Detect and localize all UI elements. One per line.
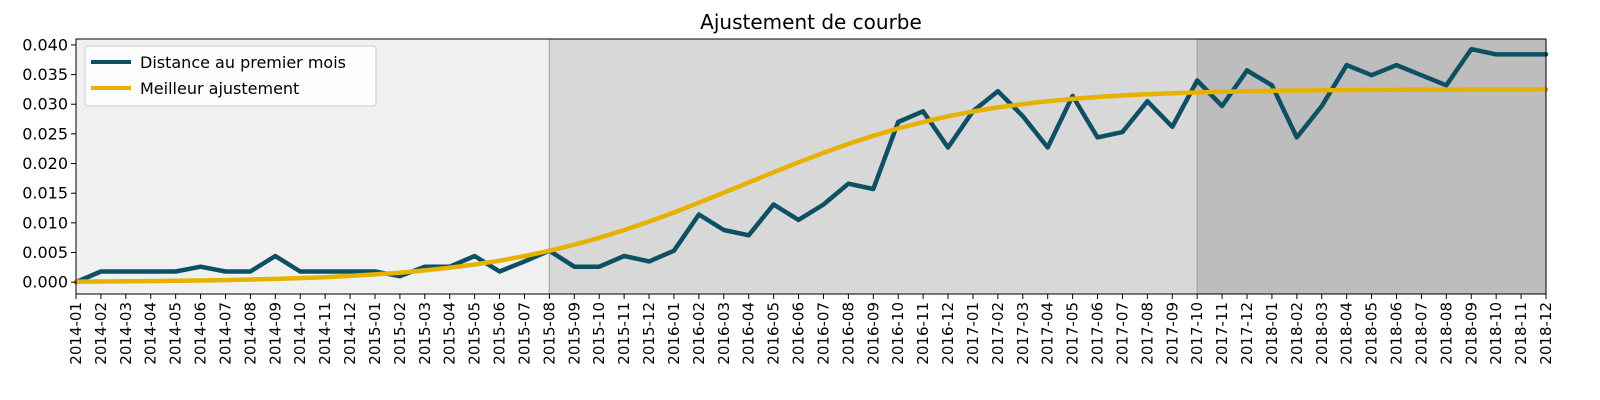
xtick-label: 2015-08 — [540, 302, 558, 365]
xtick-label: 2014-02 — [92, 302, 110, 365]
ytick-label: 0.020 — [22, 154, 68, 173]
xtick-label: 2014-10 — [291, 302, 309, 365]
xtick-label: 2018-02 — [1288, 302, 1306, 365]
xtick-label: 2016-11 — [914, 302, 932, 365]
ytick-label: 0.015 — [22, 184, 68, 203]
xtick-label: 2017-05 — [1064, 302, 1082, 365]
ytick-label: 0.000 — [22, 273, 68, 292]
legend-label-distance: Distance au premier mois — [140, 53, 346, 72]
xtick-label: 2015-07 — [515, 302, 533, 365]
xtick-label: 2018-09 — [1462, 302, 1480, 365]
xtick-label: 2016-03 — [715, 302, 733, 365]
xtick-label: 2015-01 — [366, 302, 384, 365]
xtick-label: 2015-03 — [416, 302, 434, 365]
xtick-label: 2015-05 — [466, 302, 484, 365]
xtick-label: 2017-02 — [989, 302, 1007, 365]
xtick-label: 2018-05 — [1363, 302, 1381, 365]
xtick-label: 2017-10 — [1188, 302, 1206, 365]
xtick-label: 2017-11 — [1213, 302, 1231, 365]
ytick-label: 0.040 — [22, 35, 68, 54]
xtick-label: 2015-09 — [565, 302, 583, 365]
legend: Distance au premier mois Meilleur ajuste… — [84, 45, 377, 107]
series-lines — [73, 46, 1549, 285]
xtick-label: 2014-06 — [192, 302, 210, 365]
xtick-label: 2016-05 — [765, 302, 783, 365]
xtick-label: 2017-12 — [1238, 302, 1256, 365]
xtick-label: 2016-01 — [665, 302, 683, 365]
y-axis: 0.000 0.005 0.010 0.015 0.020 0.025 0.030 0.035… — [22, 35, 76, 292]
x-axis: 2014-01 2014-02 2014-03 2014-04 2014-05 2014-… — [67, 294, 1555, 365]
xtick-label: 2017-04 — [1039, 302, 1057, 365]
xtick-label: 2017-03 — [1014, 302, 1032, 365]
shaded-region-3 — [1197, 39, 1546, 294]
xtick-label: 2015-10 — [590, 302, 608, 365]
xtick-label: 2017-09 — [1163, 302, 1181, 365]
xtick-label: 2016-10 — [889, 302, 907, 365]
series-line-best-fit — [73, 87, 1549, 284]
ytick-label: 0.030 — [22, 95, 68, 114]
xtick-label: 2016-08 — [839, 302, 857, 365]
xtick-label: 2016-12 — [939, 302, 957, 365]
xtick-label: 2015-02 — [391, 302, 409, 365]
ytick-label: 0.010 — [22, 213, 68, 232]
ytick-label: 0.035 — [22, 65, 68, 84]
legend-box — [84, 45, 377, 107]
xtick-label: 2014-05 — [167, 302, 185, 365]
xtick-label: 2014-01 — [67, 302, 85, 365]
xtick-label: 2016-04 — [740, 302, 758, 365]
xtick-label: 2015-11 — [615, 302, 633, 365]
xtick-label: 2015-12 — [640, 302, 658, 365]
xtick-label: 2018-12 — [1537, 302, 1555, 365]
shaded-region-2 — [549, 39, 1198, 294]
xtick-label: 2015-04 — [441, 302, 459, 365]
xtick-label: 2017-08 — [1138, 302, 1156, 365]
xtick-label: 2016-07 — [814, 302, 832, 365]
plot-frame — [75, 38, 1547, 295]
xtick-label: 2018-08 — [1437, 302, 1455, 365]
xtick-label: 2018-03 — [1313, 302, 1331, 365]
xtick-label: 2014-07 — [216, 302, 234, 365]
xtick-label: 2014-08 — [241, 302, 259, 365]
xtick-label: 2018-06 — [1388, 302, 1406, 365]
ytick-label: 0.025 — [22, 124, 68, 143]
ytick-label: 0.005 — [22, 243, 68, 262]
xtick-label: 2014-09 — [266, 302, 284, 365]
xtick-label: 2015-06 — [491, 302, 509, 365]
xtick-label: 2018-01 — [1263, 302, 1281, 365]
xtick-label: 2018-10 — [1487, 302, 1505, 365]
xtick-label: 2016-09 — [864, 302, 882, 365]
xtick-label: 2014-11 — [316, 302, 334, 365]
chart-title: Ajustement de courbe — [700, 10, 922, 34]
series-line-distance — [73, 46, 1549, 285]
xtick-label: 2016-02 — [690, 302, 708, 365]
xtick-label: 2014-04 — [142, 302, 160, 365]
xtick-label: 2014-12 — [341, 302, 359, 365]
legend-label-best-fit: Meilleur ajustement — [140, 79, 299, 98]
xtick-label: 2018-11 — [1512, 302, 1530, 365]
xtick-label: 2017-07 — [1113, 302, 1131, 365]
xtick-label: 2017-06 — [1089, 302, 1107, 365]
xtick-label: 2016-06 — [790, 302, 808, 365]
xtick-label: 2017-01 — [964, 302, 982, 365]
xtick-label: 2018-07 — [1412, 302, 1430, 365]
xtick-label: 2014-03 — [117, 302, 135, 365]
xtick-label: 2018-04 — [1338, 302, 1356, 365]
